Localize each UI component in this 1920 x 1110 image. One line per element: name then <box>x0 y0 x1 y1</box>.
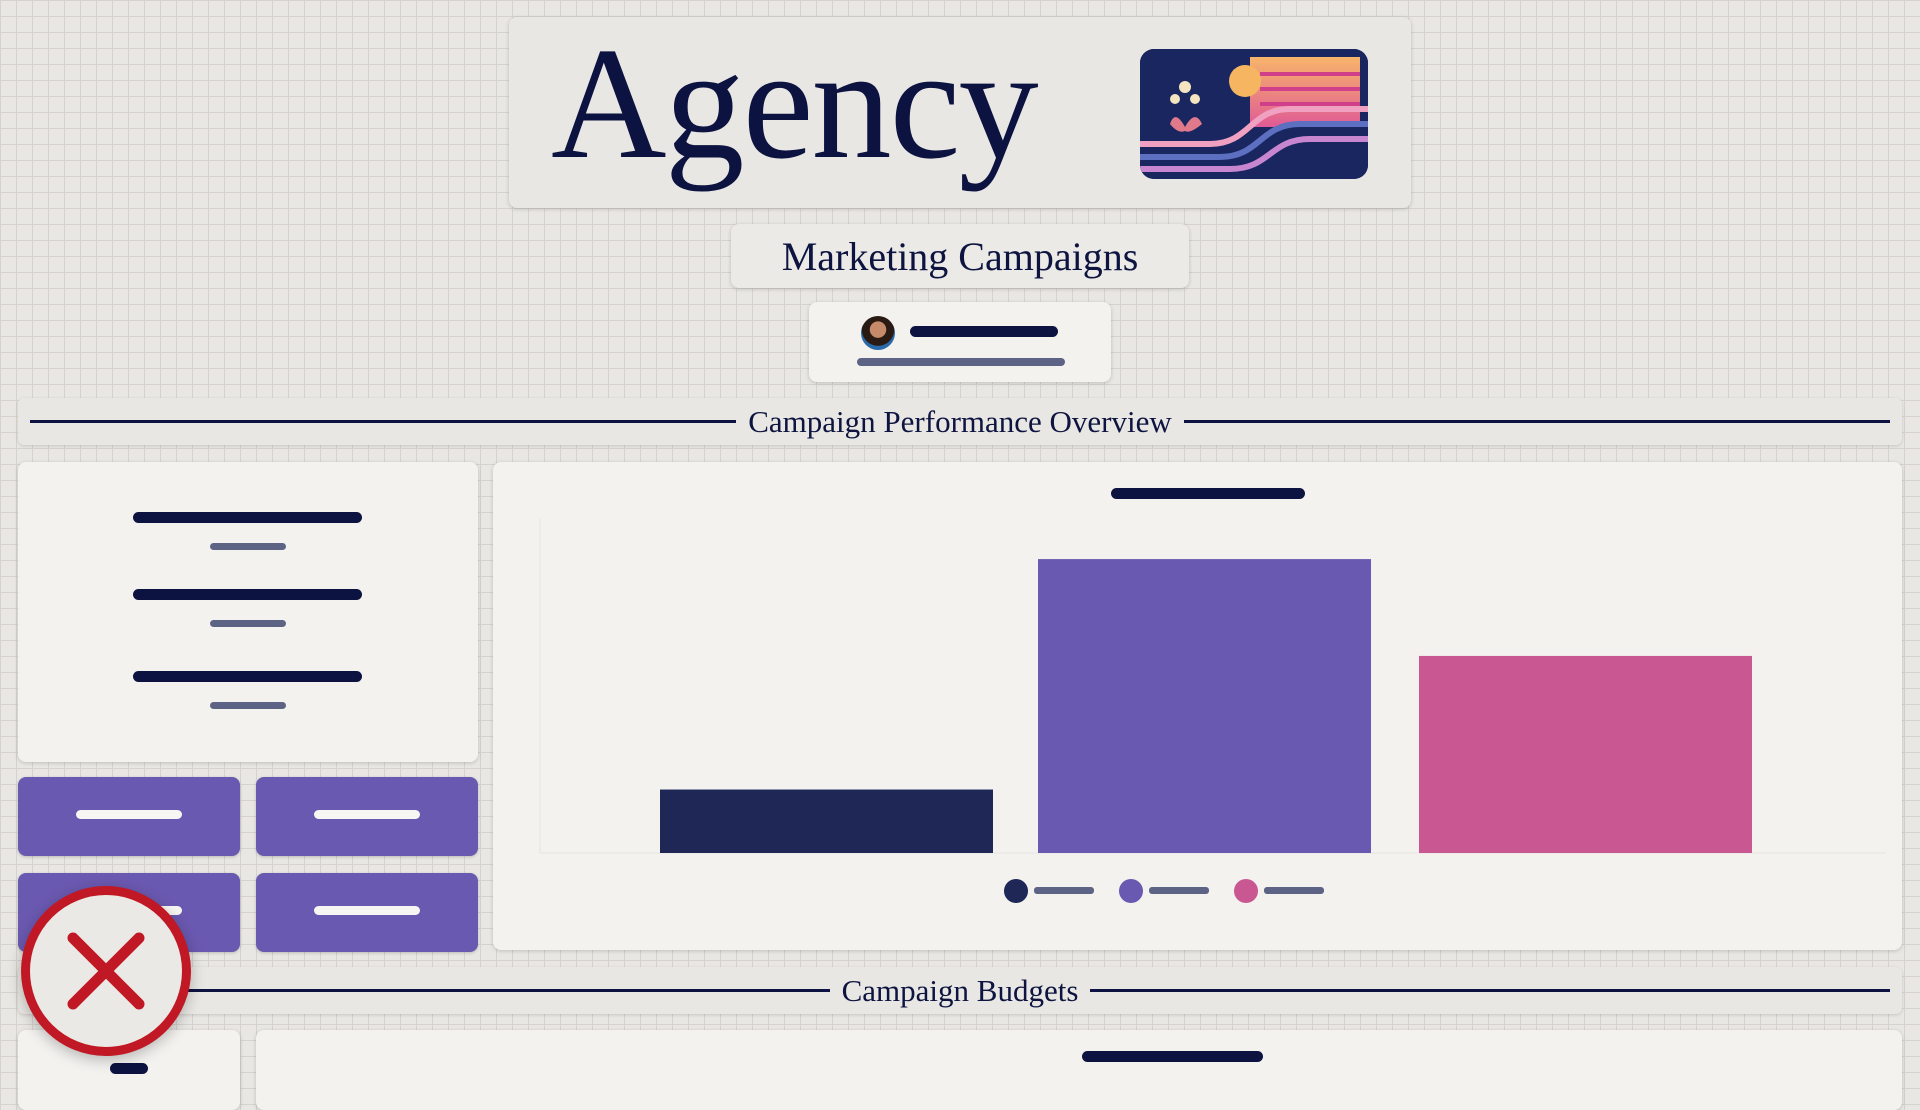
bar-1 <box>660 789 993 853</box>
button-label <box>76 810 182 819</box>
legend-swatch-3 <box>1234 879 1258 903</box>
action-button-2[interactable] <box>256 777 478 856</box>
bar-3 <box>1419 655 1752 853</box>
stat-label <box>133 589 362 600</box>
divider <box>30 420 737 423</box>
bar-chart <box>539 519 1886 903</box>
action-button-1[interactable] <box>18 777 240 856</box>
divider <box>1183 420 1891 423</box>
section-title: Campaign Budgets <box>841 972 1079 1008</box>
close-x-icon[interactable] <box>21 886 191 1056</box>
divider <box>30 989 830 992</box>
chart-title-placeholder <box>1082 1051 1263 1062</box>
button-label <box>314 810 420 819</box>
stat-value <box>210 620 286 627</box>
chart-title-placeholder <box>1111 488 1305 499</box>
stat-label <box>133 512 362 523</box>
section-title: Campaign Performance Overview <box>748 403 1172 439</box>
chart-card <box>493 462 1902 950</box>
legend-swatch-1 <box>1004 879 1028 903</box>
section-budgets: Campaign Budgets <box>18 967 1902 1014</box>
legend-label-2 <box>1149 887 1209 894</box>
divider <box>1090 989 1891 992</box>
budget-chart-card <box>256 1030 1902 1110</box>
app-title: Agency <box>551 14 1039 192</box>
legend-label-1 <box>1034 887 1094 894</box>
stats-card <box>18 462 478 762</box>
stat-label <box>133 671 362 682</box>
summary-placeholder <box>110 1063 148 1074</box>
legend-label-3 <box>1264 887 1324 894</box>
bar-2 <box>1038 559 1371 853</box>
stat-value <box>210 543 286 550</box>
user-name-placeholder <box>910 326 1058 337</box>
action-button-4[interactable] <box>256 873 478 952</box>
logo <box>1140 49 1368 179</box>
user-avatar <box>861 316 895 350</box>
user-card[interactable] <box>809 302 1111 382</box>
stat-value <box>210 702 286 709</box>
section-performance: Campaign Performance Overview <box>18 398 1902 445</box>
user-role-placeholder <box>857 358 1065 366</box>
page-subtitle: Marketing Campaigns <box>731 224 1189 288</box>
legend-swatch-2 <box>1119 879 1143 903</box>
header: Agency <box>509 14 1411 208</box>
button-label <box>314 906 420 915</box>
